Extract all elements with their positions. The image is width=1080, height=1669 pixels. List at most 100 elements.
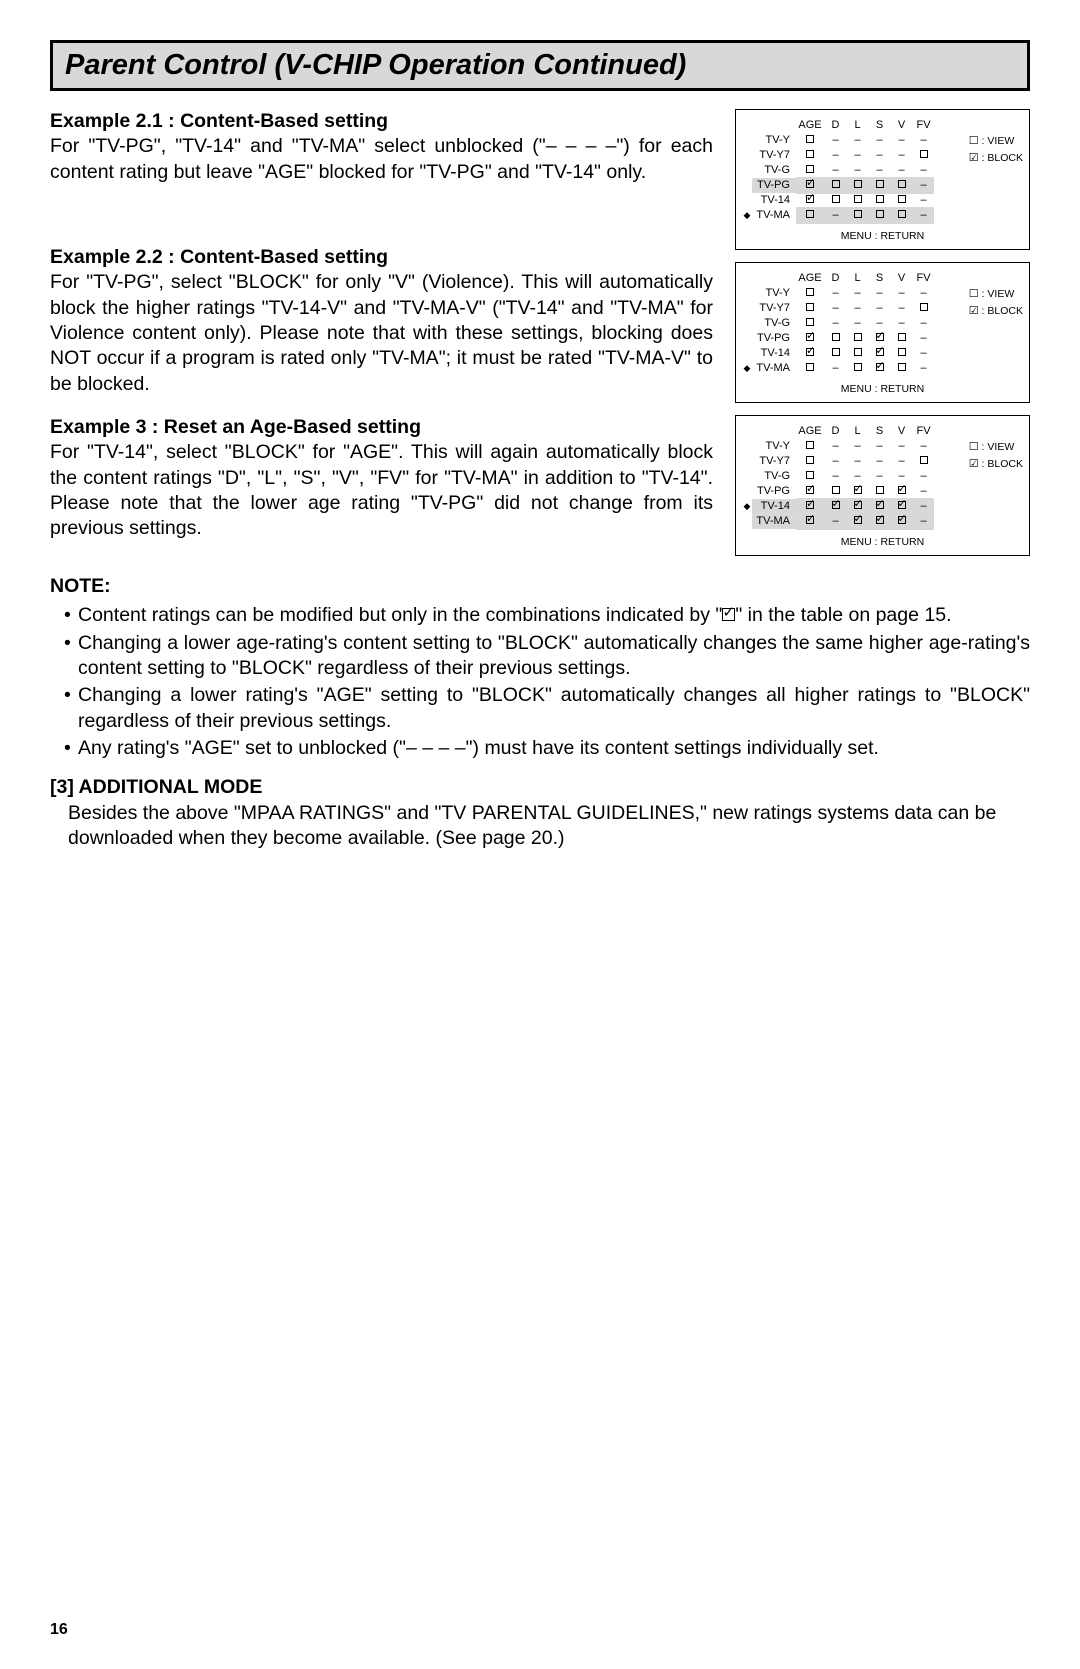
rating-row: TV-14– [742,346,965,361]
rating-row: TV-Y––––– [742,286,965,301]
rating-col-header: V [893,271,910,286]
rating-row-label: TV-Y [752,439,796,454]
rating-cell-dash: – [849,454,866,469]
rating-cell-unchecked [827,331,844,346]
rating-cell-dash: – [871,469,888,484]
rating-row: TV-MA – – [742,514,965,529]
rating-cell-unchecked [849,193,866,208]
rating-cell-dash: – [915,331,932,346]
rating-row: TV-G––––– [742,316,965,331]
rating-row: TV-PG– [742,178,965,193]
rating-col-header: FV [915,271,932,286]
rating-cell-unchecked [798,361,822,376]
rating-row-label: TV-MA [752,208,796,223]
rating-cell-unchecked [893,331,910,346]
rating-cell-dash: – [871,133,888,148]
rating-cell-unchecked [871,178,888,193]
menu-return-text: MENU : RETURN [742,535,1023,549]
rating-row: TV-14– [742,193,965,208]
rating-cell-dash: – [849,316,866,331]
rating-cell-dash: – [849,301,866,316]
rating-table-header: AGEDLSVFV [798,118,1023,133]
rating-row: ◆TV-MA–– [742,208,965,223]
page-title-text: Parent Control (V-CHIP Operation Continu… [65,49,686,81]
cursor-icon: ◆ [742,362,752,374]
note-item: Changing a lower rating's "AGE" setting … [64,683,1030,734]
rating-cell-checked [849,514,866,529]
rating-cell-unchecked [893,178,910,193]
rating-cell-unchecked [849,178,866,193]
rating-cell-dash: – [827,301,844,316]
rating-cell-dash: – [915,439,932,454]
rating-cell-unchecked [849,361,866,376]
unchecked-box-icon [969,135,979,147]
rating-cell-unchecked [827,346,844,361]
rating-cell-unchecked [798,301,822,316]
note-item: Content ratings can be modified but only… [64,603,1030,628]
rating-cell-dash: – [915,316,932,331]
rating-cell-dash: – [827,286,844,301]
rating-row-label: TV-MA [752,361,796,376]
rating-row: TV-Y7–––– [742,148,965,163]
rating-cell-unchecked [871,208,888,223]
rating-row-label: TV-PG [752,178,796,193]
rating-cell-dash: – [849,439,866,454]
rating-col-header: S [871,424,888,439]
rating-table-header: AGEDLSVFV [798,271,1023,286]
rating-cell-checked [871,514,888,529]
rating-col-header: FV [915,118,932,133]
rating-cell-dash: – [915,193,932,208]
rating-cell-checked [871,361,888,376]
rating-cell-checked [893,514,910,529]
rating-cell-unchecked [915,454,932,469]
rating-row-label: TV-Y7 [752,301,796,316]
rating-cell-unchecked [798,439,822,454]
rating-row-label: TV-G [752,316,796,331]
checked-box-icon [969,152,979,164]
rating-row-label: TV-PG [752,484,796,499]
example-heading: Example 2.2 : Content-Based setting [50,245,713,270]
rating-cell-dash: – [871,286,888,301]
rating-cell-unchecked [798,454,822,469]
rating-cell-dash: – [915,286,932,301]
rating-cell-unchecked [849,208,866,223]
rating-col-header: L [849,118,866,133]
rating-cell-dash: – [827,316,844,331]
cursor-icon: ◆ [742,500,752,512]
rating-cell-dash: – [871,301,888,316]
rating-cell-dash: – [827,469,844,484]
rating-cell-checked [798,346,822,361]
example-block: Example 3 : Reset an Age-Based setting F… [50,415,713,542]
rating-col-header: S [871,271,888,286]
rating-cell-dash: – [915,469,932,484]
rating-col-header: FV [915,424,932,439]
tables-column: AGEDLSVFVTV-Y–––––TV-Y7––––TV-G–––––TV-P… [735,109,1030,568]
rating-col-header: V [893,118,910,133]
page-title: Parent Control (V-CHIP Operation Continu… [50,40,1030,91]
example-block: Example 2.2 : Content-Based setting For … [50,245,713,397]
cursor-icon: ◆ [742,209,752,221]
rating-row-label: TV-MA [752,514,796,529]
rating-cell-unchecked [893,193,910,208]
rating-cell-dash: – [915,499,932,514]
rating-cell-dash: – [827,514,844,529]
rating-row-label: TV-14 [752,346,796,361]
rating-col-header: AGE [798,271,822,286]
rating-cell-dash: – [915,514,932,529]
rating-row: TV-PG– [742,331,965,346]
rating-cell-unchecked [827,178,844,193]
rating-cell-unchecked [827,193,844,208]
note-item: Any rating's "AGE" set to unblocked ("– … [64,736,1030,761]
rating-col-header: D [827,118,844,133]
rating-cell-dash: – [827,454,844,469]
rating-cell-unchecked [849,346,866,361]
rating-col-header: S [871,118,888,133]
example-body: For "TV-14", select "BLOCK" for "AGE". T… [50,440,713,541]
rating-cell-dash: – [915,133,932,148]
rating-cell-unchecked [893,346,910,361]
checked-box-icon [722,608,735,621]
rating-cell-dash: – [915,208,932,223]
rating-cell-dash: – [849,133,866,148]
rating-cell-dash: – [827,133,844,148]
rating-cell-unchecked [893,208,910,223]
